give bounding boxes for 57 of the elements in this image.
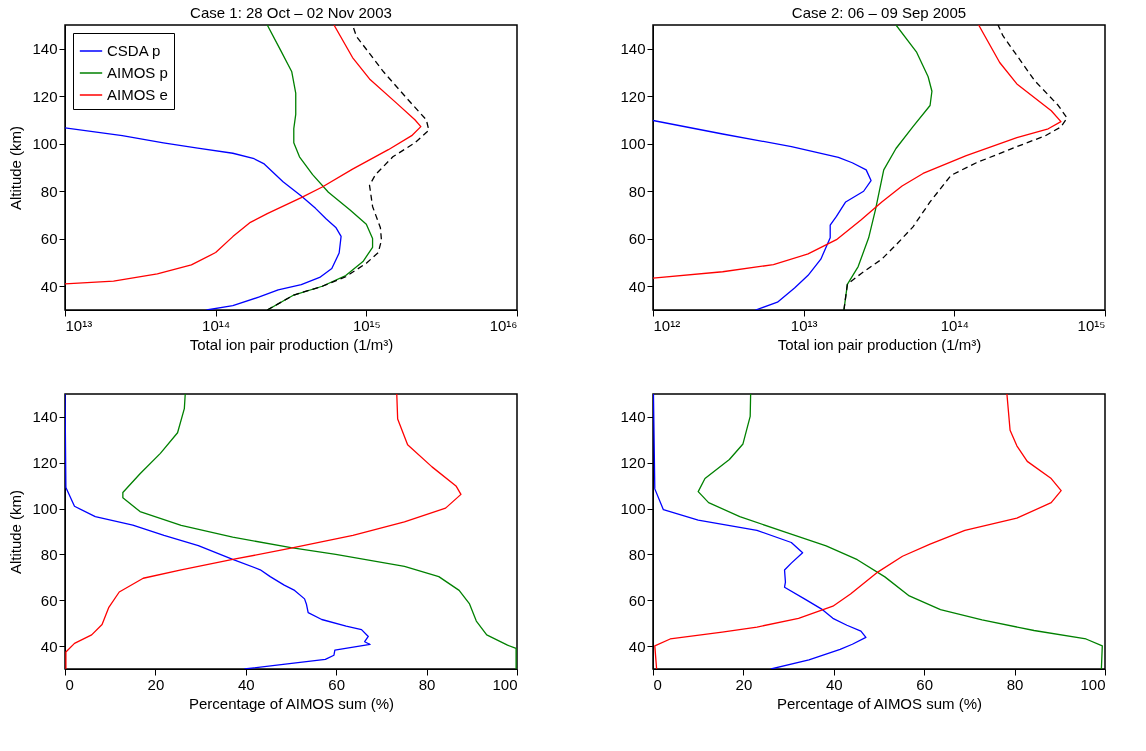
x-tick-label: 0: [65, 675, 74, 693]
x-tick-label: 40: [237, 675, 255, 693]
y-tick-label: 80: [40, 182, 58, 200]
y-tick-label: 40: [40, 277, 58, 295]
x-tick-label: 100: [1080, 675, 1106, 693]
x-tick-label: 80: [418, 675, 436, 693]
x-tick-label: 20: [147, 675, 165, 693]
x-tick-label: 10¹⁴: [202, 316, 231, 334]
x-tick-label: 10¹⁵: [1077, 316, 1106, 334]
x-tick-label: 10¹⁴: [940, 316, 969, 334]
legend-label: AIMOS e: [107, 86, 168, 103]
y-tick-label: 120: [32, 454, 58, 472]
y-tick-label: 100: [32, 135, 58, 153]
y-tick-label: 80: [40, 545, 58, 563]
x-tick-label: 10¹²: [653, 316, 681, 334]
x-tick-label: 10¹³: [790, 316, 818, 334]
y-tick-label: 100: [32, 500, 58, 518]
x-tick-label: 10¹⁶: [489, 316, 518, 334]
y-tick-label: 120: [620, 454, 646, 472]
line-series: [122, 394, 517, 669]
y-tick-label: 80: [628, 545, 646, 563]
x-tick-label: 60: [328, 675, 346, 693]
y-tick-label: 100: [620, 135, 646, 153]
y-tick-label: 140: [620, 408, 646, 426]
y-tick-label: 40: [628, 637, 646, 655]
y-tick-label: 100: [620, 500, 646, 518]
y-tick-label: 140: [620, 40, 646, 58]
y-axis-title: Altitude (km): [7, 489, 25, 575]
y-tick-label: 40: [628, 277, 646, 295]
x-tick-label: 100: [492, 675, 518, 693]
y-tick-label: 120: [32, 87, 58, 105]
y-tick-label: 40: [40, 637, 58, 655]
x-tick-label: 40: [825, 675, 843, 693]
x-tick-label: 10¹⁵: [352, 316, 381, 334]
y-tick-label: 60: [40, 591, 58, 609]
x-axis-title: Percentage of AIMOS sum (%): [776, 694, 983, 712]
chart-title: Case 1: 28 Oct – 02 Nov 2003: [190, 4, 392, 21]
x-tick-label: 10¹³: [65, 316, 93, 334]
y-tick-label: 140: [32, 408, 58, 426]
y-tick-label: 60: [40, 230, 58, 248]
x-axis-title: Total ion pair production (1/m³): [189, 335, 394, 353]
x-tick-label: 20: [735, 675, 753, 693]
legend-label: CSDA p: [107, 42, 161, 59]
x-tick-label: 60: [916, 675, 934, 693]
chart-title: Case 2: 06 – 09 Sep 2005: [791, 4, 967, 21]
x-axis-title: Percentage of AIMOS sum (%): [188, 694, 395, 712]
legend-label: AIMOS p: [107, 64, 168, 81]
x-axis-title: Total ion pair production (1/m³): [777, 335, 982, 353]
line-series: [697, 394, 1103, 669]
x-tick-label: 0: [653, 675, 662, 693]
y-axis-title: Altitude (km): [7, 125, 25, 211]
y-tick-label: 60: [628, 230, 646, 248]
y-tick-label: 80: [628, 182, 646, 200]
y-tick-label: 140: [32, 40, 58, 58]
x-tick-label: 80: [1006, 675, 1024, 693]
y-tick-label: 60: [628, 591, 646, 609]
y-tick-label: 120: [620, 87, 646, 105]
